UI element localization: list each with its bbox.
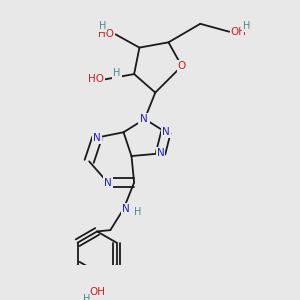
Text: H: H [83,294,90,300]
Text: N: N [104,178,112,188]
Text: OH: OH [89,287,105,297]
Text: OH: OH [231,27,247,37]
Text: N: N [140,114,147,124]
Text: H: H [113,68,121,78]
Text: O: O [178,61,186,71]
Text: N: N [157,148,164,158]
Text: H: H [99,22,106,32]
Text: N: N [93,133,101,142]
Text: H: H [134,207,141,217]
Text: N: N [93,133,101,142]
Text: N: N [104,178,112,188]
Text: H: H [243,22,250,32]
Text: N: N [162,127,170,137]
Text: HO: HO [98,29,114,39]
Text: N: N [122,204,130,214]
Text: HO: HO [88,74,104,84]
Text: N: N [157,148,164,158]
Text: N: N [141,114,148,124]
